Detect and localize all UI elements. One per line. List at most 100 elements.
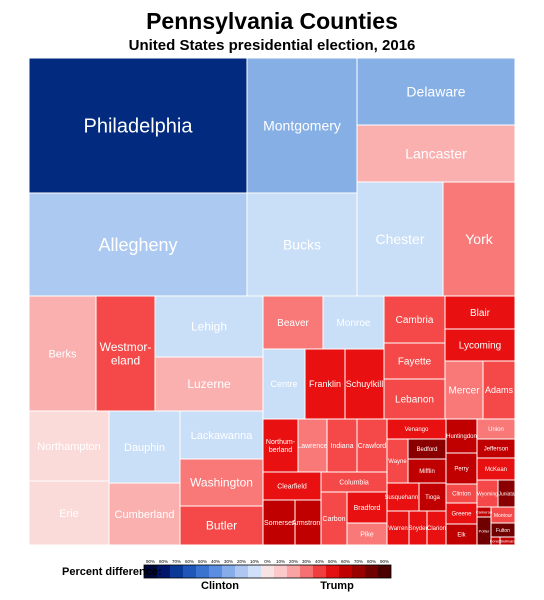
county-tile-somerset: Somerset [262, 499, 296, 546]
county-tile-carbon: Carbon [320, 491, 348, 546]
legend-tick-label: 60% [341, 559, 350, 564]
county-tile-perry: Perry [445, 452, 478, 485]
county-label-elk: Elk [457, 533, 466, 539]
county-label-juniata: Juniata [498, 491, 514, 497]
legend-tick-label: 10% [250, 559, 259, 564]
county-rect-philadelphia [28, 57, 248, 194]
county-label-fulton: Fulton [496, 528, 510, 534]
county-rect-somerset [262, 499, 296, 546]
county-label-northampton: Northampton [37, 441, 101, 453]
legend-swatch [222, 565, 235, 578]
legend-swatch [378, 565, 391, 578]
legend-swatch [365, 565, 378, 578]
county-label-snyder: Snyder [408, 526, 427, 532]
county-tile-fayette: Fayette [383, 342, 446, 380]
county-label-susquehanna: Susquehanna [384, 495, 422, 501]
county-label-cambria: Cambria [396, 315, 434, 326]
county-label-clarion: Clarion [427, 526, 446, 532]
county-tile-union: Union [476, 418, 516, 440]
county-label-blair: Blair [470, 308, 491, 319]
county-rect-lebanon [383, 378, 446, 420]
county-rect-forest [490, 536, 501, 546]
legend-tick-label: 0% [264, 559, 271, 564]
county-label-adams: Adams [485, 385, 514, 395]
county-label-sullivan: Sullivan [500, 538, 514, 543]
legend-tick-label: 50% [328, 559, 337, 564]
county-label-washington: Washington [190, 476, 253, 490]
county-tile-northampton: Northampton [28, 410, 110, 482]
county-tile-schuylkill: Schuylkill [344, 348, 385, 420]
legend-bar-frame [143, 564, 392, 579]
county-label-pike: Pike [360, 531, 374, 538]
county-label-wyoming: Wyoming [477, 491, 498, 497]
county-tile-wyoming: Wyoming [476, 479, 499, 508]
county-label-somerset: Somerset [264, 520, 294, 527]
county-label-columbia: Columbia [339, 479, 369, 486]
county-tile-berks: Berks [28, 295, 97, 412]
county-label-lackawanna: Lackawanna [191, 430, 254, 442]
legend-swatch [326, 565, 339, 578]
county-tile-lycoming: Lycoming [444, 328, 516, 362]
county-tile-montour: Montour [490, 506, 516, 524]
county-label-crawford: Crawford [358, 443, 387, 450]
county-tile-warren: Warren [386, 510, 410, 546]
county-label-lawrence: Lawrence [297, 443, 327, 450]
legend-swatch [313, 565, 326, 578]
county-label-delaware: Delaware [406, 83, 465, 99]
legend-tick-label: 90% [380, 559, 389, 564]
county-tile-clarion: Clarion [426, 510, 447, 546]
county-label-berks: Berks [48, 348, 77, 360]
county-tile-armstrong: Armstrong [292, 499, 324, 546]
county-rect-carbon [320, 491, 348, 546]
legend-swatch [248, 565, 261, 578]
county-label-philadelphia: Philadelphia [84, 116, 194, 138]
county-label-montgomery: Montgomery [263, 117, 341, 133]
county-rect-tioga [418, 482, 447, 512]
county-tile-lancaster: Lancaster [356, 124, 516, 183]
county-tile-cumberland: Cumberland [108, 482, 181, 546]
county-rect-fayette [383, 342, 446, 380]
county-label-chester: Chester [375, 231, 424, 247]
legend-tick-label: 60% [185, 559, 194, 564]
county-label-bucks: Bucks [283, 236, 321, 252]
county-tile-susquehanna: Susquehanna [384, 482, 422, 512]
county-tile-cambria: Cambria [383, 295, 446, 344]
county-rect-cameron [476, 506, 492, 518]
county-tile-clearfield: Clearfield [262, 471, 322, 501]
county-rect-chester [356, 181, 444, 297]
county-tile-erie: Erie [28, 480, 110, 546]
county-label-luzerne: Luzerne [187, 377, 231, 391]
county-rect-huntingdon [445, 418, 478, 454]
county-tile-lawrence: Lawrence [297, 418, 328, 473]
county-tile-crawford: Crawford [356, 418, 388, 473]
legend-swatch [261, 565, 274, 578]
county-tile-sullivan: Sullivan [499, 536, 516, 546]
county-label-lycoming: Lycoming [459, 341, 501, 352]
county-label-lancaster: Lancaster [405, 145, 467, 161]
county-label-dauphin: Dauphin [124, 442, 165, 454]
county-label-warren: Warren [388, 526, 407, 532]
county-label-tioga: Tioga [425, 495, 440, 501]
county-label-fayette: Fayette [398, 357, 432, 368]
legend-swatch [183, 565, 196, 578]
county-tile-greene: Greene [445, 502, 478, 525]
county-label-armstrong: Armstrong [292, 520, 324, 527]
county-rect-berks [28, 295, 97, 412]
county-label-montour: Montour [494, 513, 513, 519]
legend-trump-label: Trump [320, 580, 354, 592]
county-label-beaver: Beaver [277, 318, 309, 329]
county-rect-washington [179, 458, 264, 507]
county-label-schuylkill: Schuylkill [346, 379, 384, 389]
county-rect-luzerne [154, 356, 264, 412]
county-rect-lehigh [154, 295, 264, 358]
county-rect-northum-berland [262, 418, 299, 473]
legend-tick-label: 30% [224, 559, 233, 564]
legend-tick-label: 30% [302, 559, 311, 564]
legend-label: Percent difference: [62, 566, 162, 578]
legend-tick-label: 20% [237, 559, 246, 564]
county-rect-franklin [304, 348, 346, 420]
county-tile-huntingdon: Huntingdon [445, 418, 478, 454]
county-tile-wayne: Wayne [386, 438, 409, 484]
legend-tick-label: 90% [146, 559, 155, 564]
county-tile-centre: Centre [262, 348, 306, 420]
